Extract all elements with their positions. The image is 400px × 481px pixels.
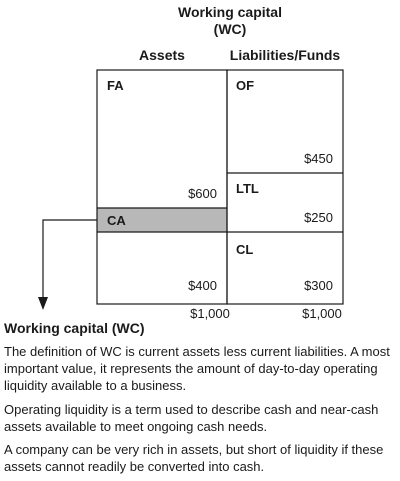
liabilities-heading: Liabilities/Funds — [230, 47, 341, 63]
fa-label: FA — [107, 78, 124, 93]
caption-paragraph-2: Operating liquidity is a term used to de… — [4, 402, 379, 434]
caption-title: Working capital (WC) — [4, 320, 145, 336]
ca-label: CA — [107, 213, 126, 228]
liabilities-box — [226, 69, 344, 305]
ca-arrow-head — [38, 297, 48, 310]
ca-band — [97, 208, 227, 232]
of-label: OF — [236, 78, 254, 93]
caption-paragraph-1: The definition of WC is current assets l… — [4, 344, 390, 393]
working-capital-diagram: Working capital (WC) Assets Liabilities/… — [38, 4, 344, 320]
diagram-title-line1: Working capital — [178, 4, 282, 20]
assets-total: $1,000 — [190, 306, 230, 320]
cl-value: $300 — [304, 278, 333, 293]
ca-arrow-line — [42, 219, 97, 298]
caption-paragraph-3: A company can be very rich in assets, bu… — [4, 442, 384, 474]
assets-heading: Assets — [139, 47, 185, 63]
fa-value: $600 — [188, 186, 217, 201]
of-value: $450 — [304, 151, 333, 166]
liabilities-total: $1,000 — [302, 306, 342, 320]
diagram-title-line2: (WC) — [214, 21, 247, 37]
cl-label: CL — [236, 242, 253, 257]
ca-value: $400 — [188, 278, 217, 293]
ltl-value: $250 — [304, 210, 333, 225]
ltl-label: LTL — [236, 181, 259, 196]
